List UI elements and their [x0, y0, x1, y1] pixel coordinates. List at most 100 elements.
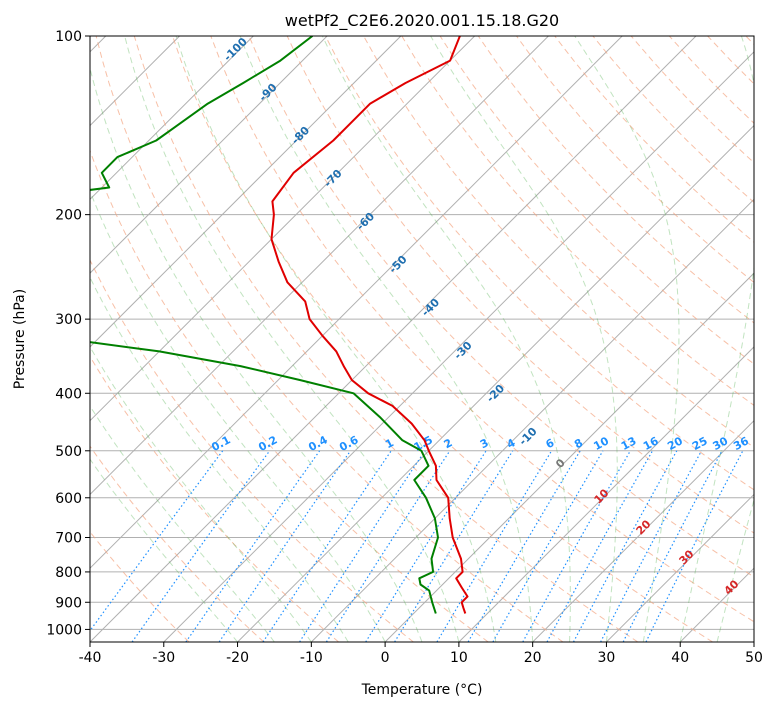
- moist-adiabat-label: 40: [722, 577, 742, 597]
- moist-adiabat: [175, 36, 497, 642]
- y-tick-label: 800: [55, 565, 82, 581]
- dry-adiabat: [248, 36, 754, 578]
- dry-adiabat-label: -80: [289, 124, 312, 147]
- moist-adiabat-label: 20: [634, 517, 654, 537]
- dry-adiabat: [630, 36, 754, 164]
- dry-adiabat-label: -70: [321, 167, 344, 190]
- isotherm: [384, 272, 754, 642]
- moist-adiabat: [716, 498, 754, 642]
- isotherm: [458, 346, 754, 642]
- moist-adiabat: [90, 276, 349, 642]
- dry-adiabat: [90, 445, 265, 642]
- mixing-ratio-label: 36: [731, 434, 751, 453]
- moist-adiabat: [90, 405, 275, 642]
- chart-title: wetPf2_C2E6.2020.001.15.18.G20: [285, 11, 559, 31]
- dry-adiabat: [95, 36, 564, 642]
- mixing-ratio-label: 30: [711, 434, 731, 453]
- y-tick-label: 200: [55, 208, 82, 224]
- isotherm: [532, 419, 754, 642]
- moist-adiabat: [90, 66, 423, 642]
- y-axis-label: Pressure (hPa): [12, 289, 28, 389]
- dry-adiabat: [477, 36, 754, 324]
- x-axis: -40 -30 -20 -10 0 10 20 30 40 50: [79, 642, 763, 666]
- moist-adiabat: [90, 345, 312, 642]
- dry-adiabat: [707, 36, 754, 85]
- dry-adiabat-label: -40: [419, 296, 442, 319]
- dewpoint-profile: [90, 36, 439, 614]
- mixing-ratio-line: [600, 450, 703, 642]
- x-tick-label: 20: [524, 650, 542, 666]
- dry-adiabat: [172, 36, 713, 642]
- moist-adiabat: [321, 36, 571, 642]
- mixing-ratio-label: 10: [591, 434, 611, 453]
- dry-adiabat-label: -30: [451, 339, 474, 362]
- mixing-ratio-line: [185, 450, 321, 642]
- isotherm: [679, 567, 754, 642]
- y-tick-label: 100: [55, 29, 82, 45]
- dry-adiabat-label: -20: [484, 382, 507, 405]
- isotherm: [163, 51, 754, 642]
- isotherm: [90, 36, 623, 569]
- moist-adiabat: [430, 36, 618, 642]
- dry-adiabat: [516, 36, 754, 284]
- moist-adiabat: [90, 458, 238, 642]
- y-tick-label: 900: [55, 595, 82, 611]
- mixing-ratio-line: [645, 450, 744, 642]
- x-tick-label: -10: [300, 650, 323, 666]
- isotherm: [310, 198, 754, 642]
- y-tick-label: 700: [55, 531, 82, 547]
- dry-adiabat: [90, 149, 489, 642]
- dry-adiabat: [554, 36, 754, 243]
- dry-adiabat-label: -50: [386, 253, 409, 276]
- dry-adiabat: [324, 36, 754, 491]
- dry-adiabat-label: -100: [221, 35, 250, 64]
- moist-adiabat: [124, 36, 460, 642]
- isotherm: [90, 36, 254, 201]
- x-tick-label: 30: [598, 650, 616, 666]
- plot-frame: [89, 35, 755, 643]
- mixing-ratio-line: [299, 450, 426, 642]
- isotherm: [606, 493, 754, 642]
- dry-adiabat-label: -10: [516, 425, 539, 448]
- mixing-ratio-line: [262, 450, 392, 642]
- mixing-ratio-label: 16: [641, 434, 661, 453]
- dry-adiabat: [133, 36, 639, 642]
- y-tick-label: 1000: [46, 622, 82, 638]
- isotherm: [90, 36, 697, 642]
- x-tick-label: -30: [152, 650, 175, 666]
- x-tick-label: -20: [226, 650, 249, 666]
- isotherm: [90, 36, 476, 422]
- y-tick-label: 400: [55, 386, 82, 402]
- dry-adiabat: [90, 258, 414, 642]
- mixing-ratio-line: [131, 450, 271, 642]
- dry-adiabat-label: -60: [354, 210, 377, 233]
- x-tick-label: 10: [450, 650, 468, 666]
- mixing-ratio-label: 25: [690, 434, 710, 453]
- isotherm: [90, 36, 549, 496]
- moist-adiabat: [90, 189, 386, 642]
- mixing-ratio-line: [572, 450, 678, 642]
- mixing-ratio-line: [90, 450, 224, 632]
- mixing-ratio-line: [467, 450, 581, 642]
- mixing-ratio-line: [546, 450, 654, 642]
- isotherm: [753, 641, 754, 642]
- x-tick-label: 40: [671, 650, 689, 666]
- temperature-profile: [270, 36, 469, 614]
- dry-adiabat: [210, 36, 754, 623]
- moist-adiabat: [239, 36, 534, 642]
- moist-adiabat-label: 10: [592, 486, 612, 506]
- dry-adiabat: [90, 355, 339, 642]
- mixing-ratio-line: [436, 450, 553, 642]
- y-tick-label: 500: [55, 444, 82, 460]
- moist-adiabat: [574, 36, 680, 642]
- dry-adiabat: [90, 531, 190, 642]
- isotherm: [90, 36, 402, 348]
- y-tick-label: 300: [55, 312, 82, 328]
- moist-adiabat-label: 30: [677, 547, 697, 567]
- mixing-ratio-line: [325, 450, 451, 642]
- mixing-ratio-label: 20: [665, 434, 685, 453]
- isotherm: [237, 124, 754, 642]
- y-axis: 100 200 300 400 500 600 700 800 900 1000: [46, 29, 90, 638]
- mixing-ratio-label: 2: [442, 436, 455, 451]
